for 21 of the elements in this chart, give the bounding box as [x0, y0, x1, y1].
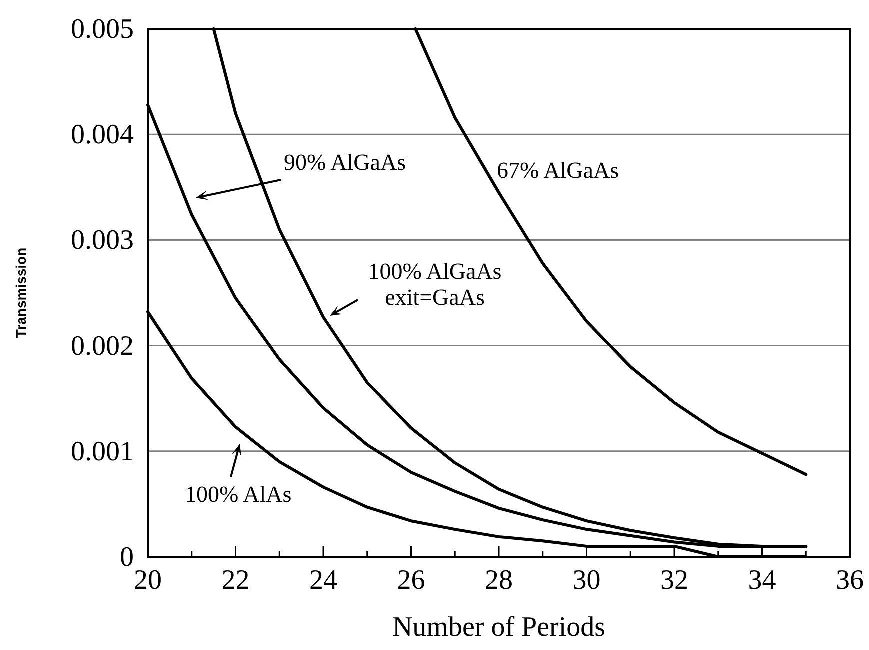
x-axis-title: Number of Periods [392, 612, 606, 643]
y-tick-label: 0 [120, 542, 134, 573]
y-tick-label: 0.003 [71, 225, 134, 256]
x-tick-label: 24 [310, 564, 338, 596]
annotation: 67% AlGaAs [497, 158, 620, 183]
x-tick-label: 36 [836, 564, 864, 596]
annotation: 100% AlAs [185, 482, 292, 507]
y-axis-title: Transmission [13, 248, 29, 338]
x-tick-label: 28 [485, 564, 513, 596]
y-tick-label: 0.002 [71, 330, 134, 362]
y-tick-label: 0.005 [71, 14, 134, 45]
x-tick-label: 26 [397, 564, 426, 596]
x-tick-label: 30 [572, 564, 601, 596]
x-tick-label: 34 [748, 564, 776, 596]
x-tick-label: 20 [134, 564, 162, 596]
annotation: 90% AlGaAs [284, 150, 406, 175]
x-tick-label: 32 [660, 564, 688, 596]
x-tick-label: 22 [222, 564, 250, 596]
y-tick-label: 0.001 [71, 436, 134, 468]
annotation: 100% AlGaAs exit=GaAs [368, 259, 502, 310]
y-tick-label: 0.004 [71, 120, 134, 151]
